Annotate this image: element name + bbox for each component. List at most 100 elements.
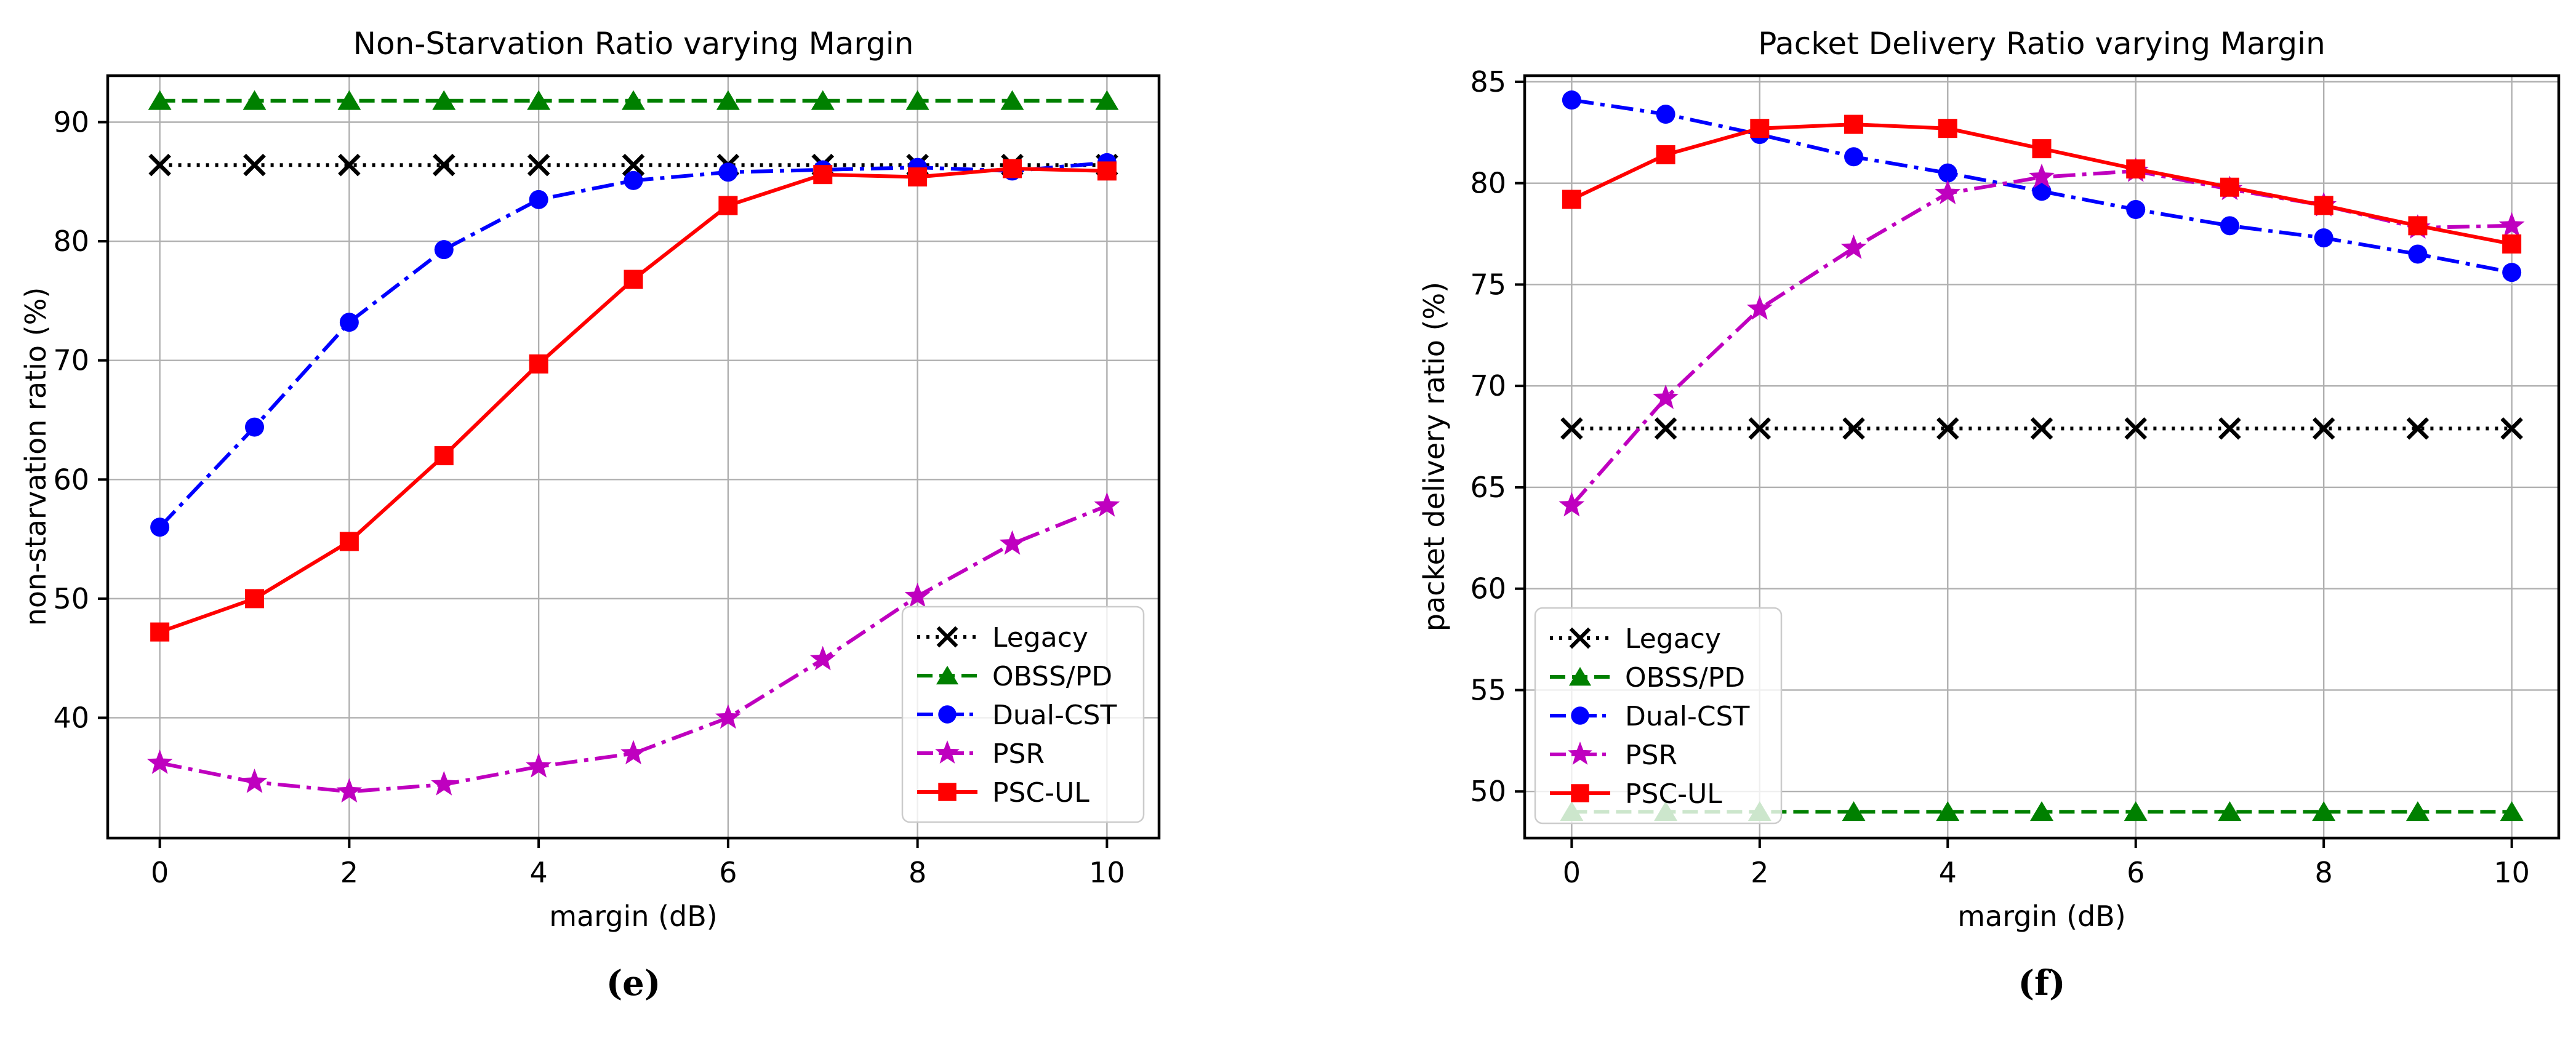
x-tick-label: 4 [529, 856, 547, 889]
left-chart-ylabel: non-starvation ratio (%) [19, 287, 52, 626]
legend-label: PSC-UL [1625, 778, 1722, 810]
square-marker-icon [245, 589, 265, 609]
right-chart-plot-area: 0 2 4 6 8 10 50 55 60 65 70 75 80 85 Legacy OBSS/PD Dual… [1470, 65, 2561, 889]
legend-entry-Legacy: Legacy [917, 622, 1088, 653]
square-marker-icon [1938, 119, 1957, 138]
circle-marker-icon [2408, 244, 2428, 264]
star-marker-icon [809, 645, 836, 671]
right-chart-title: Packet Delivery Ratio varying Margin [1758, 26, 2325, 62]
circle-marker-icon [2126, 199, 2146, 219]
right-chart-xlabel: margin (dB) [1957, 900, 2126, 933]
y-tick-label: 85 [1470, 65, 1506, 98]
legend-label: PSR [992, 738, 1045, 770]
plot-border [1523, 74, 2561, 840]
star-marker-icon [1840, 234, 1867, 259]
series-OBSS/PD [148, 90, 1119, 110]
x-tick-label: 2 [340, 856, 358, 889]
circle-marker-icon [2502, 263, 2522, 282]
star-marker-icon [1568, 741, 1592, 765]
x-tick-label: 2 [1751, 856, 1768, 889]
left-chart-xlabel: margin (dB) [549, 900, 718, 933]
square-marker-icon [1844, 114, 1864, 134]
x-marker-icon [243, 153, 266, 177]
y-tick-label: 75 [1470, 268, 1506, 301]
y-tick-label: 65 [1470, 471, 1506, 504]
triangle-marker-icon [1568, 666, 1592, 686]
legend-entry-Dual-CST: Dual-CST [1550, 701, 1749, 732]
x-tick-label: 8 [909, 856, 926, 889]
star-marker-icon [336, 778, 363, 803]
star-marker-icon [935, 740, 960, 764]
square-marker-icon [339, 532, 359, 551]
legend-label: Legacy [992, 622, 1088, 653]
square-marker-icon [150, 622, 170, 642]
x-marker-icon [1560, 417, 1583, 440]
x-tick-label: 10 [2494, 856, 2530, 889]
x-tick-label: 6 [2127, 856, 2145, 889]
x-marker-icon [2030, 417, 2053, 440]
x-marker-icon [2500, 417, 2523, 440]
square-marker-icon [1656, 145, 1675, 165]
circle-marker-icon [1844, 147, 1864, 167]
triangle-marker-icon [337, 90, 361, 110]
left-chart-plot-area: 0 2 4 6 8 10 40 50 60 70 80 90 Legacy OBSS/PD Dual-CST… [53, 74, 1161, 889]
star-marker-icon [904, 583, 931, 607]
legend-entry-OBSS/PD: OBSS/PD [917, 661, 1112, 692]
y-tick-label: 40 [53, 701, 89, 734]
triangle-marker-icon [1000, 90, 1024, 110]
square-marker-icon [938, 783, 957, 801]
y-tick-label: 70 [1470, 369, 1506, 402]
triangle-marker-icon [2405, 801, 2430, 821]
legend-entry-PSR: PSR [1550, 740, 1677, 771]
circle-marker-icon [434, 240, 454, 260]
square-marker-icon [1750, 119, 1770, 138]
legend-entry-PSR: PSR [917, 738, 1045, 770]
legend-entry-PSC-UL: PSC-UL [1550, 778, 1722, 810]
square-marker-icon [1562, 190, 1581, 209]
legend-label: Legacy [1625, 623, 1721, 655]
legend-box [901, 605, 1145, 823]
x-tick-label: 8 [2315, 856, 2333, 889]
x-marker-icon [622, 153, 645, 177]
star-marker-icon [1559, 492, 1585, 517]
x-marker-icon [1748, 417, 1772, 440]
square-marker-icon [1097, 161, 1117, 181]
legend-box [1534, 607, 1783, 825]
star-marker-icon [1094, 492, 1120, 517]
square-marker-icon [1571, 784, 1589, 802]
x-marker-icon [936, 626, 958, 648]
circle-marker-icon [2032, 182, 2052, 201]
circle-marker-icon [938, 705, 957, 724]
square-marker-icon [529, 354, 548, 374]
caption-e: (e) [606, 963, 661, 1004]
star-marker-icon [1935, 180, 1961, 204]
star-marker-icon [999, 530, 1025, 555]
x-marker-icon [2124, 417, 2148, 440]
plot-border [106, 74, 1161, 840]
circle-marker-icon [1571, 706, 1589, 725]
x-marker-icon [2406, 417, 2430, 440]
star-marker-icon [2498, 212, 2525, 237]
square-marker-icon [2220, 177, 2239, 197]
circle-marker-icon [1938, 163, 1957, 183]
series-Legacy [1560, 417, 2523, 440]
series-PSC-UL [1562, 114, 2522, 254]
x-marker-icon [527, 153, 550, 177]
legend-entry-PSC-UL: PSC-UL [917, 777, 1089, 809]
circle-marker-icon [339, 313, 359, 332]
square-marker-icon [2408, 216, 2428, 236]
triangle-marker-icon [2500, 801, 2524, 821]
triangle-marker-icon [936, 665, 959, 685]
square-marker-icon [1002, 159, 1022, 178]
triangle-marker-icon [432, 90, 456, 110]
y-tick-label: 80 [1470, 167, 1506, 200]
square-marker-icon [2502, 234, 2522, 254]
circle-marker-icon [529, 190, 548, 209]
y-tick-label: 60 [53, 463, 89, 496]
x-marker-icon [1569, 627, 1591, 649]
star-marker-icon [431, 770, 457, 796]
circle-marker-icon [1562, 90, 1581, 110]
square-marker-icon [2314, 196, 2333, 215]
x-tick-label: 0 [151, 856, 169, 889]
